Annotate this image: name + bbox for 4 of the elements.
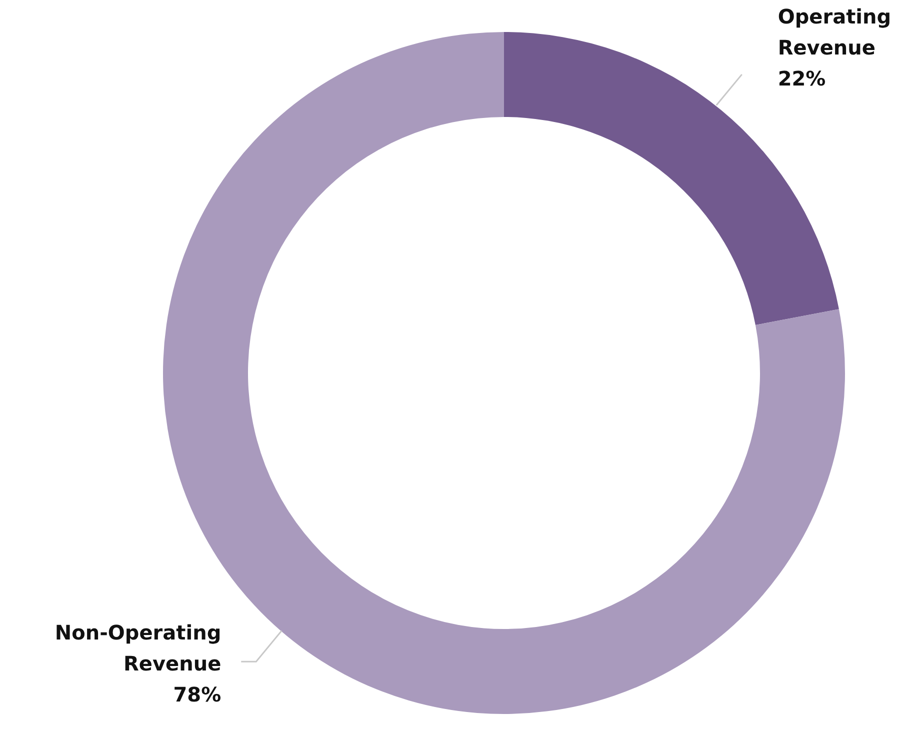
- data-label: 78%: [173, 682, 222, 707]
- data-label: 22%: [778, 66, 826, 90]
- slice-label: Non-Operating Revenue: [54, 620, 222, 676]
- slice-label: Operating Revenue: [778, 4, 892, 60]
